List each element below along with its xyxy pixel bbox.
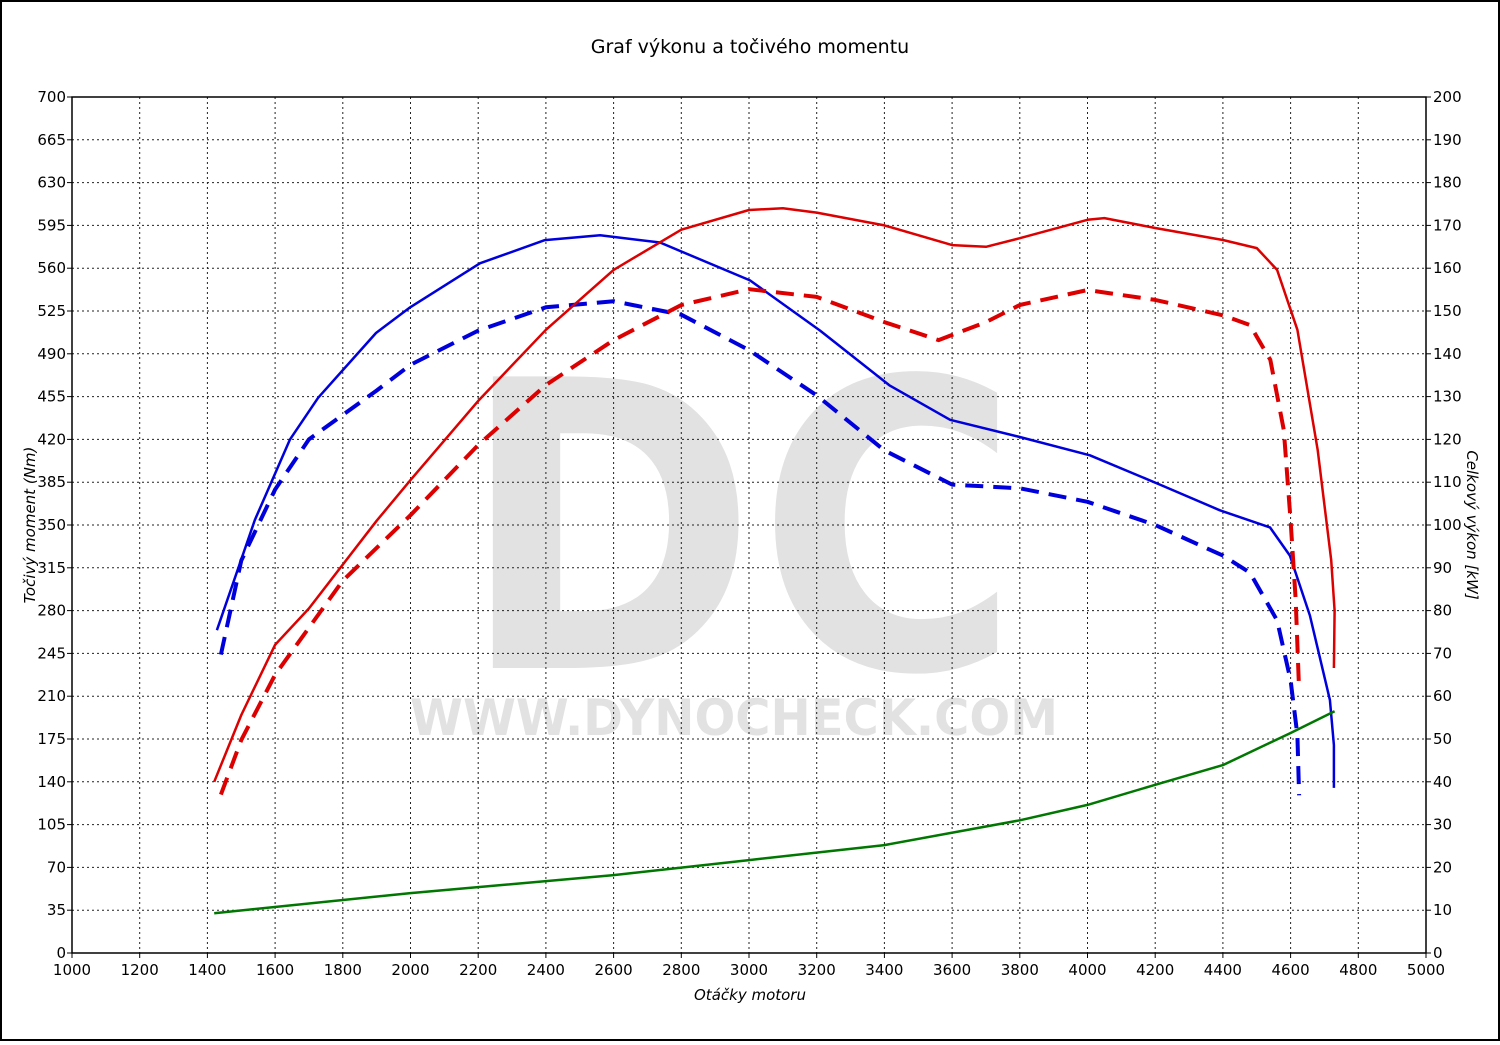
x-tick-label: 3800 xyxy=(1001,961,1039,979)
x-axis-label: Otáčky motoru xyxy=(694,986,806,1004)
y2-tick-label: 170 xyxy=(1433,216,1462,234)
y2-tick-label: 90 xyxy=(1433,559,1452,577)
y-tick-label: 700 xyxy=(37,88,66,106)
x-tick-label: 1600 xyxy=(256,961,294,979)
y2-tick-label: 140 xyxy=(1433,345,1462,363)
y2-tick-label: 30 xyxy=(1433,816,1452,834)
y2-tick-label: 200 xyxy=(1433,88,1462,106)
series-line xyxy=(214,710,1336,915)
y2-tick-label: 120 xyxy=(1433,430,1462,448)
x-tick-label: 3600 xyxy=(933,961,971,979)
y2-tick-label: 150 xyxy=(1433,302,1462,320)
y-tick-label: 35 xyxy=(47,901,66,919)
x-tick-label: 1200 xyxy=(121,961,159,979)
plot-border xyxy=(71,96,1427,954)
y2-tick-label: 10 xyxy=(1433,901,1452,919)
y-tick-label: 210 xyxy=(37,687,66,705)
y-tick-label: 420 xyxy=(37,430,66,448)
y2-tick-label: 20 xyxy=(1433,858,1452,876)
y-tick-label: 280 xyxy=(37,602,66,620)
y-tick-label: 385 xyxy=(37,473,66,491)
watermark: DC xyxy=(460,298,1020,763)
y-tick-label: 350 xyxy=(37,516,66,534)
x-tick-label: 1800 xyxy=(324,961,362,979)
y-axis-label: Točivý moment (Nm) xyxy=(21,447,39,604)
x-tick-label: 5000 xyxy=(1407,961,1445,979)
x-tick-label: 4600 xyxy=(1272,961,1310,979)
y-tick-label: 455 xyxy=(37,388,66,406)
y-tick-label: 315 xyxy=(37,559,66,577)
x-tick-label: 2200 xyxy=(459,961,497,979)
x-tick-label: 3000 xyxy=(730,961,768,979)
y2-tick-label: 60 xyxy=(1433,687,1452,705)
y-tick-label: 0 xyxy=(56,944,66,962)
x-tick-label: 2400 xyxy=(527,961,565,979)
y-tick-label: 140 xyxy=(37,773,66,791)
x-tick-label: 2600 xyxy=(595,961,633,979)
y2-tick-label: 100 xyxy=(1433,516,1462,534)
y2-tick-label: 180 xyxy=(1433,174,1462,192)
series-line xyxy=(219,287,1302,796)
y2-tick-label: 50 xyxy=(1433,730,1452,748)
y2-tick-label: 0 xyxy=(1433,944,1443,962)
x-tick-label: 3200 xyxy=(798,961,836,979)
series-line xyxy=(213,207,1336,783)
y-tick-label: 630 xyxy=(37,174,66,192)
series-line xyxy=(218,299,1302,796)
x-tick-label: 1400 xyxy=(188,961,226,979)
y2-tick-label: 40 xyxy=(1433,773,1452,791)
chart-title: Graf výkonu a točivého momentu xyxy=(591,36,909,58)
x-tick-label: 2000 xyxy=(391,961,429,979)
x-tick-label: 1000 xyxy=(53,961,91,979)
y-tick-label: 105 xyxy=(37,816,66,834)
y-tick-label: 525 xyxy=(37,302,66,320)
watermark-url: WWW.DYNOCHECK.COM xyxy=(410,689,1058,747)
y-tick-label: 595 xyxy=(37,216,66,234)
y-tick-label: 665 xyxy=(37,131,66,149)
y-tick-label: 70 xyxy=(47,858,66,876)
y-tick-label: 560 xyxy=(37,259,66,277)
y2-axis-label: Celkový výkon [kW] xyxy=(1463,450,1481,600)
y2-tick-label: 70 xyxy=(1433,644,1452,662)
x-tick-label: 3400 xyxy=(865,961,903,979)
x-tick-label: 4200 xyxy=(1136,961,1174,979)
x-tick-label: 4000 xyxy=(1068,961,1106,979)
y-tick-label: 175 xyxy=(37,730,66,748)
y2-tick-label: 190 xyxy=(1433,131,1462,149)
x-tick-label: 4800 xyxy=(1339,961,1377,979)
y2-tick-label: 130 xyxy=(1433,388,1462,406)
y-tick-label: 490 xyxy=(37,345,66,363)
y2-tick-label: 160 xyxy=(1433,259,1462,277)
y-tick-label: 245 xyxy=(37,644,66,662)
y2-tick-label: 110 xyxy=(1433,473,1462,491)
x-tick-label: 2800 xyxy=(662,961,700,979)
x-tick-label: 4400 xyxy=(1204,961,1242,979)
y2-tick-label: 80 xyxy=(1433,602,1452,620)
